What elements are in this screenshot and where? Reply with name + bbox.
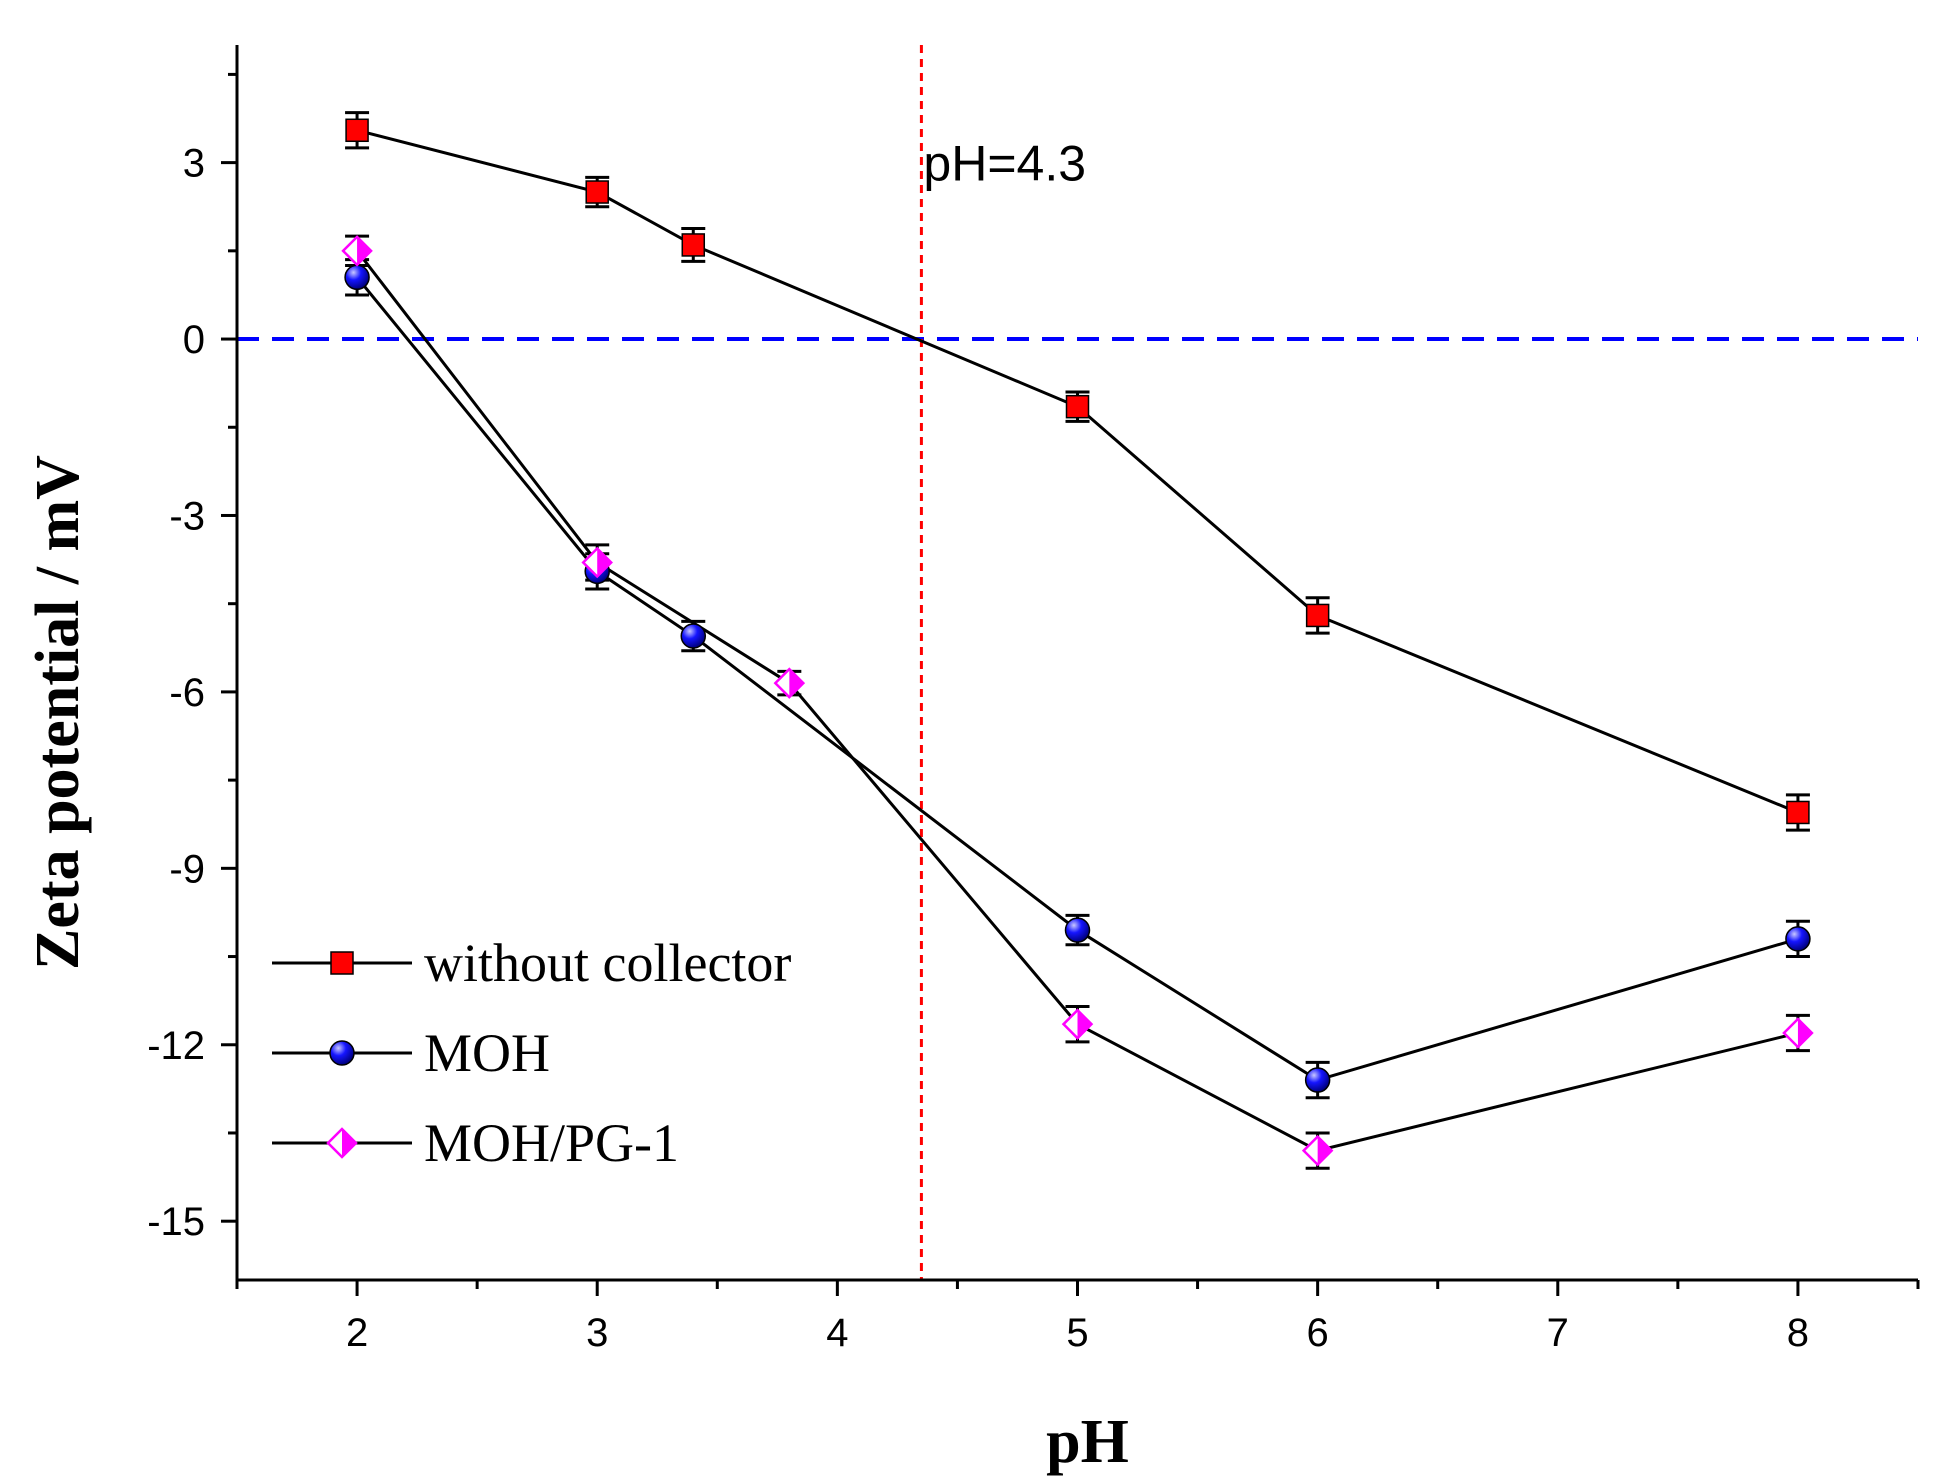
data-point-2-fill: [1797, 1019, 1812, 1047]
data-point-1: [344, 264, 370, 291]
data-point-2-fill: [597, 548, 612, 577]
y-tick-label: 0: [183, 318, 205, 362]
data-markers: [341, 118, 1814, 1167]
series-line-2: [355, 249, 1799, 1153]
legend: without collector MOH MOH/PG-1: [272, 933, 791, 1173]
x-tick-label: 5: [1066, 1311, 1088, 1355]
data-point-2: [773, 667, 806, 699]
data-point-0: [1065, 394, 1090, 419]
series-line-1: [355, 276, 1799, 1082]
y-tick-label: -12: [147, 1024, 205, 1068]
axes: 2 3 4 5 6 7 8 3 0 -3 -6 -9 -12 -15: [147, 45, 1920, 1355]
x-axis-title: pH: [1046, 1408, 1129, 1476]
x-tick-label: 4: [826, 1311, 848, 1355]
data-point-1: [1304, 1067, 1331, 1093]
data-point-0: [585, 180, 609, 204]
x-tick-label: 8: [1787, 1311, 1809, 1355]
series-line-0: [356, 128, 1799, 814]
legend-label-2: MOH/PG-1: [424, 1113, 679, 1173]
y-axis-title: Zeta potential / mV: [24, 455, 92, 970]
legend-marker-0: [330, 951, 354, 975]
legend-marker-2-fill: [342, 1129, 356, 1157]
data-point-1: [1785, 926, 1811, 952]
data-point-2-fill: [1317, 1136, 1332, 1165]
reference-lines: [237, 45, 1918, 1280]
data-point-2-fill: [1077, 1010, 1092, 1039]
data-point-2: [1782, 1017, 1814, 1049]
series-lines: [355, 128, 1799, 1153]
data-point-2: [581, 546, 613, 579]
y-tick-label: -9: [169, 847, 205, 891]
x-tick-label: 7: [1547, 1311, 1569, 1355]
data-point-0: [1786, 800, 1810, 825]
x-tick-label: 2: [346, 1311, 368, 1355]
data-point-2: [1301, 1134, 1334, 1167]
y-tick-label: 3: [183, 142, 205, 186]
data-point-2-fill: [357, 236, 372, 265]
legend-marker-2: [326, 1127, 358, 1159]
data-point-0: [1305, 603, 1330, 628]
data-point-1: [680, 623, 707, 649]
data-point-2-fill: [789, 669, 804, 698]
y-tick-label: -3: [169, 494, 205, 538]
x-tick-label: 3: [586, 1311, 608, 1355]
data-point-0: [681, 233, 706, 257]
data-point-0: [345, 118, 369, 143]
data-point-2: [341, 235, 373, 267]
data-point-1: [1064, 917, 1091, 943]
ph-annotation: pH=4.3: [923, 136, 1086, 192]
legend-marker-1: [329, 1040, 355, 1066]
legend-label-1: MOH: [424, 1023, 550, 1083]
y-tick-label: -6: [169, 671, 205, 715]
y-tick-label: -15: [147, 1200, 205, 1244]
legend-label-0: without collector: [424, 933, 791, 993]
data-point-2: [1061, 1008, 1094, 1040]
x-tick-label: 6: [1307, 1311, 1329, 1355]
